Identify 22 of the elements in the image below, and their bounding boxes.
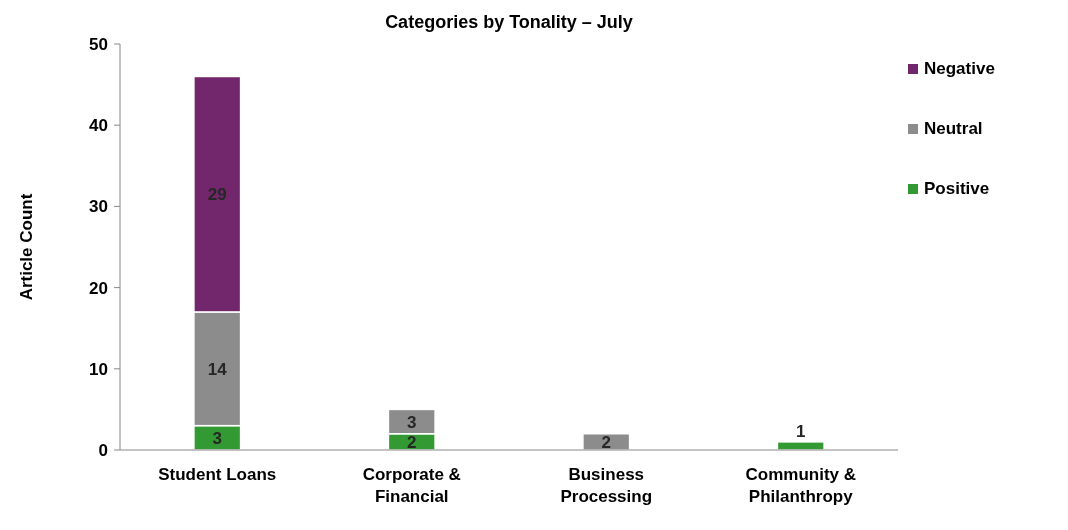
y-tick-label: 0 bbox=[98, 441, 108, 460]
y-axis-title: Article Count bbox=[17, 193, 36, 301]
y-tick-label: 20 bbox=[89, 278, 108, 298]
legend-label: Negative bbox=[924, 59, 995, 78]
data-label: 2 bbox=[407, 432, 417, 452]
x-tick-label: Student Loans bbox=[158, 465, 277, 484]
y-tick-label: 30 bbox=[89, 197, 108, 217]
data-label: 1 bbox=[796, 421, 806, 441]
data-label: 3 bbox=[212, 428, 222, 448]
y-tick-label: 10 bbox=[89, 359, 108, 379]
legend-label: Neutral bbox=[924, 119, 983, 138]
x-tick-label: Business Processing bbox=[560, 465, 653, 506]
x-tick-label: Corporate & Financial bbox=[362, 465, 461, 506]
legend-label: Positive bbox=[924, 179, 990, 198]
data-label: 29 bbox=[207, 185, 227, 205]
data-label: 14 bbox=[207, 359, 228, 379]
data-label: 2 bbox=[601, 432, 611, 452]
y-tick-label: 50 bbox=[89, 35, 108, 54]
data-label: 3 bbox=[407, 412, 417, 432]
y-tick-label: 40 bbox=[89, 116, 108, 136]
x-tick-label: Community & Philanthropy bbox=[745, 465, 856, 506]
chart-title: Categories by Tonality – July bbox=[385, 12, 633, 32]
